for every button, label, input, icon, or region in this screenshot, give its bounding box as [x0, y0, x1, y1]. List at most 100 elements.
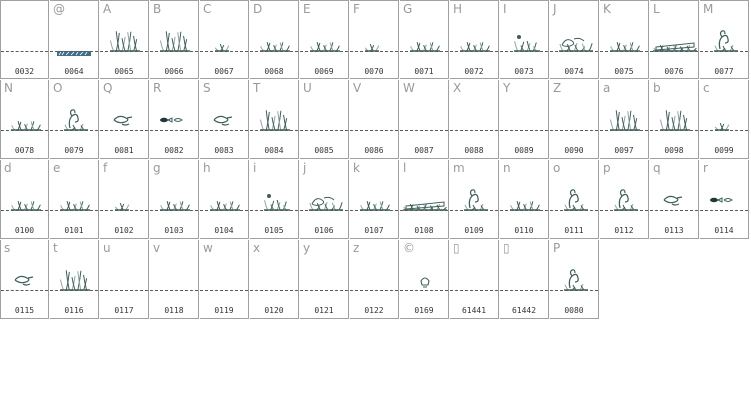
- baseline-divider: [700, 130, 748, 131]
- glyph-character-label: o: [553, 161, 561, 175]
- glyph-cell: U 0085: [300, 80, 349, 159]
- glyph-code-label: 0106: [314, 226, 334, 235]
- glyph-character-label: P: [553, 241, 561, 255]
- baseline-divider: [100, 290, 148, 291]
- glyph-character-label: j: [303, 161, 307, 175]
- glyph-character-label: u: [103, 241, 111, 255]
- glyph-code-label: 0078: [14, 146, 35, 155]
- baseline-divider: [300, 290, 348, 291]
- glyph-character-label: Q: [103, 81, 113, 95]
- glyph-cell: f 0102: [100, 160, 149, 239]
- baseline-divider: [400, 130, 448, 131]
- baseline-divider: [550, 51, 598, 52]
- glyph-code-label: 0116: [64, 306, 84, 315]
- glyph-cell: F 0070: [350, 0, 399, 79]
- glyph-character-label: y: [303, 241, 311, 255]
- glyph-code-label: 0101: [64, 226, 84, 235]
- glyph-code-label: 0108: [414, 226, 434, 235]
- glyph-character-label: K: [603, 2, 611, 16]
- glyph-character-label: m: [453, 161, 465, 175]
- glyph-cell: m 0109: [450, 160, 499, 239]
- glyph-character-label: V: [353, 81, 362, 95]
- glyph-character-label: ▯: [453, 241, 460, 255]
- glyph-character-label: C: [203, 2, 212, 16]
- glyph-character-label: U: [303, 81, 312, 95]
- glyph-cell: z 0122: [350, 240, 399, 319]
- glyph-character-label: w: [203, 241, 213, 255]
- glyph-cell: O 0079: [50, 80, 99, 159]
- baseline-divider: [500, 290, 548, 291]
- baseline-divider: [400, 290, 448, 291]
- glyph-cell: ▯ 61442: [500, 240, 549, 319]
- baseline-divider: [250, 210, 298, 211]
- glyph-cell: n 0110: [500, 160, 549, 239]
- baseline-divider: [100, 210, 148, 211]
- baseline-divider: [450, 210, 498, 211]
- baseline-divider: [600, 51, 648, 52]
- baseline-divider: [500, 130, 548, 131]
- glyph-character-label: L: [653, 2, 660, 16]
- glyph-code-label: 0099: [714, 146, 734, 155]
- baseline-divider: [1, 51, 48, 52]
- glyph-cell: v 0118: [150, 240, 199, 319]
- glyph-code-label: 0077: [714, 67, 734, 76]
- glyph-character-label: n: [503, 161, 511, 175]
- glyph-cell: T 0084: [250, 80, 299, 159]
- baseline-divider: [1, 210, 48, 211]
- glyph-code-label: 0110: [514, 226, 534, 235]
- glyph-cell: @0064: [50, 0, 99, 79]
- glyph-cell: b 0098: [650, 80, 699, 159]
- glyph-preview-floating: [213, 115, 233, 126]
- baseline-divider: [100, 130, 148, 131]
- glyph-cell: h 0104: [200, 160, 249, 239]
- glyph-character-label: D: [253, 2, 263, 16]
- glyph-preview-fish: [160, 117, 183, 123]
- glyph-preview-lamp: [420, 277, 430, 288]
- glyph-cell: D 0068: [250, 0, 299, 79]
- glyph-code-label: 0067: [214, 67, 234, 76]
- glyph-cell: g 0103: [150, 160, 199, 239]
- glyph-cell: I 0073: [500, 0, 549, 79]
- glyph-character-label: S: [203, 81, 211, 95]
- glyph-cell: i 0105: [250, 160, 299, 239]
- glyph-code-label: 0098: [664, 146, 684, 155]
- glyph-code-label: 0097: [614, 146, 634, 155]
- baseline-divider: [600, 210, 648, 211]
- glyph-code-label: 61441: [461, 306, 487, 315]
- baseline-divider: [250, 51, 298, 52]
- baseline-divider: [400, 51, 448, 52]
- glyph-code-label: 0084: [264, 146, 284, 155]
- glyph-character-label: v: [153, 241, 161, 255]
- glyph-character-label: z: [353, 241, 360, 255]
- glyph-cell: d 0100: [0, 160, 49, 239]
- glyph-character-label: J: [553, 2, 557, 16]
- glyph-cell: p 0112: [600, 160, 649, 239]
- glyph-cell: 0032: [0, 0, 49, 79]
- glyph-character-label: X: [453, 81, 462, 95]
- glyph-code-label: 0071: [414, 67, 434, 76]
- glyph-code-label: 0086: [364, 146, 384, 155]
- baseline-divider: [150, 210, 198, 211]
- baseline-divider: [300, 51, 348, 52]
- glyph-character-label: ▯: [503, 241, 510, 255]
- glyph-character-label: Z: [553, 81, 562, 95]
- glyph-character-label: A: [103, 2, 112, 16]
- glyph-cell: R 0082: [150, 80, 199, 159]
- glyph-code-label: 0107: [364, 226, 384, 235]
- glyph-cell: k 0107: [350, 160, 399, 239]
- glyph-character-label: d: [4, 161, 12, 175]
- glyph-character-label: g: [153, 161, 161, 175]
- baseline-divider: [50, 210, 98, 211]
- glyph-code-label: 0121: [314, 306, 334, 315]
- baseline-divider: [50, 51, 98, 52]
- glyph-code-label: 0115: [14, 306, 35, 315]
- glyph-character-label: B: [153, 2, 162, 16]
- glyph-character-label: h: [203, 161, 211, 175]
- glyph-cell: H 0072: [450, 0, 499, 79]
- glyph-code-label: 0080: [564, 306, 584, 315]
- glyph-code-label: 0169: [414, 306, 434, 315]
- baseline-divider: [200, 290, 248, 291]
- glyph-code-label: 0090: [564, 146, 584, 155]
- glyph-code-label: 0088: [464, 146, 484, 155]
- glyph-cell: K 0075: [600, 0, 649, 79]
